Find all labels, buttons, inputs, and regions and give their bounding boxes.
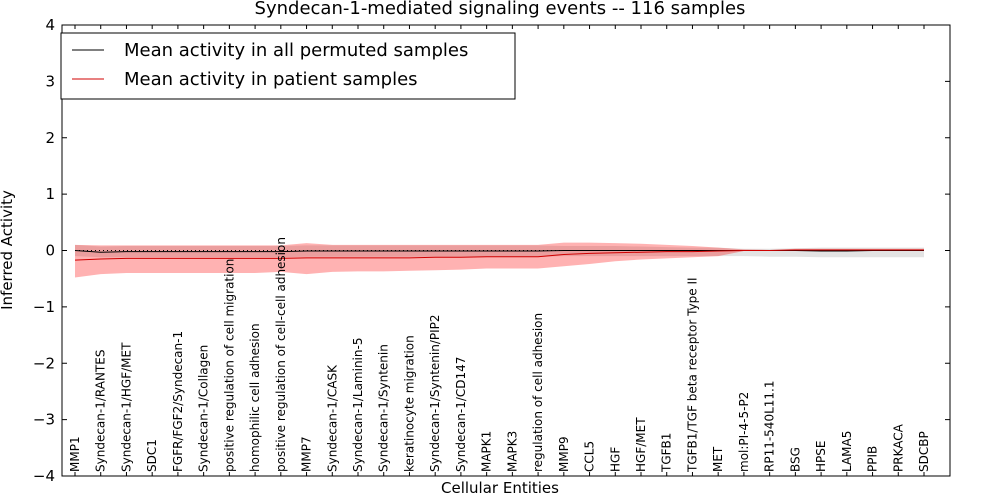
x-tick-label: SDCBP <box>917 431 931 472</box>
y-tick-label: −4 <box>33 467 55 485</box>
x-tick-label: RP11-540L11.1 <box>763 381 777 472</box>
x-tick-label: HPSE <box>814 441 828 472</box>
x-tick-label: BSG <box>788 447 802 472</box>
y-tick-label: 2 <box>45 129 55 147</box>
x-tick-label: Syndecan-1/Collagen <box>197 345 211 472</box>
x-tick-label: LAMA5 <box>840 431 854 472</box>
x-tick-label: MMP9 <box>557 436 571 472</box>
x-tick-label: positive regulation of cell-cell adhesio… <box>274 237 288 472</box>
x-tick-label: Syndecan-1/Syntenin <box>377 344 391 472</box>
x-tick-label: Syndecan-1/Laminin-5 <box>351 338 365 472</box>
x-tick-label: keratinocyte migration <box>402 335 416 472</box>
bands-layer <box>75 243 924 278</box>
x-tick-label: PPIB <box>866 446 880 472</box>
x-tick-label: mol:PI-4-5-P2 <box>737 392 751 472</box>
x-tick-label: Syndecan-1/CASK <box>325 364 339 472</box>
x-tick-label: MAPK3 <box>505 431 519 472</box>
x-tick-label: SDC1 <box>145 439 159 472</box>
x-tick-label: MMP7 <box>300 436 314 472</box>
x-tick-label: MMP1 <box>68 436 82 472</box>
x-tick-label: Syndecan-1/HGF/MET <box>119 342 133 472</box>
legend: Mean activity in all permuted samples Me… <box>61 33 515 99</box>
x-tick-label: MET <box>711 446 725 472</box>
band-patient <box>75 243 924 278</box>
x-tick-label: regulation of cell adhesion <box>531 313 545 472</box>
y-axis-label: Inferred Activity <box>0 190 16 310</box>
legend-label-permuted: Mean activity in all permuted samples <box>124 40 468 61</box>
x-tick-label: Syndecan-1/Syntenin/PIP2 <box>428 314 442 472</box>
y-tick-label: −2 <box>33 354 55 372</box>
x-tick-label: homophilic cell adhesion <box>248 323 262 472</box>
y-tick-label: 1 <box>45 185 55 203</box>
x-tick-label: TGFB1 <box>660 433 674 473</box>
x-tick-label: HGF/MET <box>634 417 648 472</box>
y-tick-label: 0 <box>45 242 55 260</box>
x-axis-label: Cellular Entities <box>441 479 559 497</box>
x-tick-label: PRKACA <box>891 423 905 472</box>
y-tick-label: 3 <box>45 72 55 90</box>
y-tick-label: −3 <box>33 411 55 429</box>
x-tick-label: CCL5 <box>583 441 597 472</box>
x-tick-label: Syndecan-1/RANTES <box>94 350 108 472</box>
x-tick-label: Syndecan-1/CD147 <box>454 357 468 472</box>
x-tick-label: positive regulation of cell migration <box>222 259 236 472</box>
x-tick-label: MAPK1 <box>480 431 494 472</box>
chart-title: Syndecan-1-mediated signaling events -- … <box>255 0 746 19</box>
legend-label-patient: Mean activity in patient samples <box>124 69 418 90</box>
y-tick-label: 4 <box>45 16 55 34</box>
y-tick-label: −1 <box>33 298 55 316</box>
x-tick-label: FGFR/FGF2/Syndecan-1 <box>171 331 185 472</box>
x-tick-label: HGF <box>608 447 622 472</box>
x-tick-label: TGFB1/TGF beta receptor Type II <box>685 277 699 473</box>
